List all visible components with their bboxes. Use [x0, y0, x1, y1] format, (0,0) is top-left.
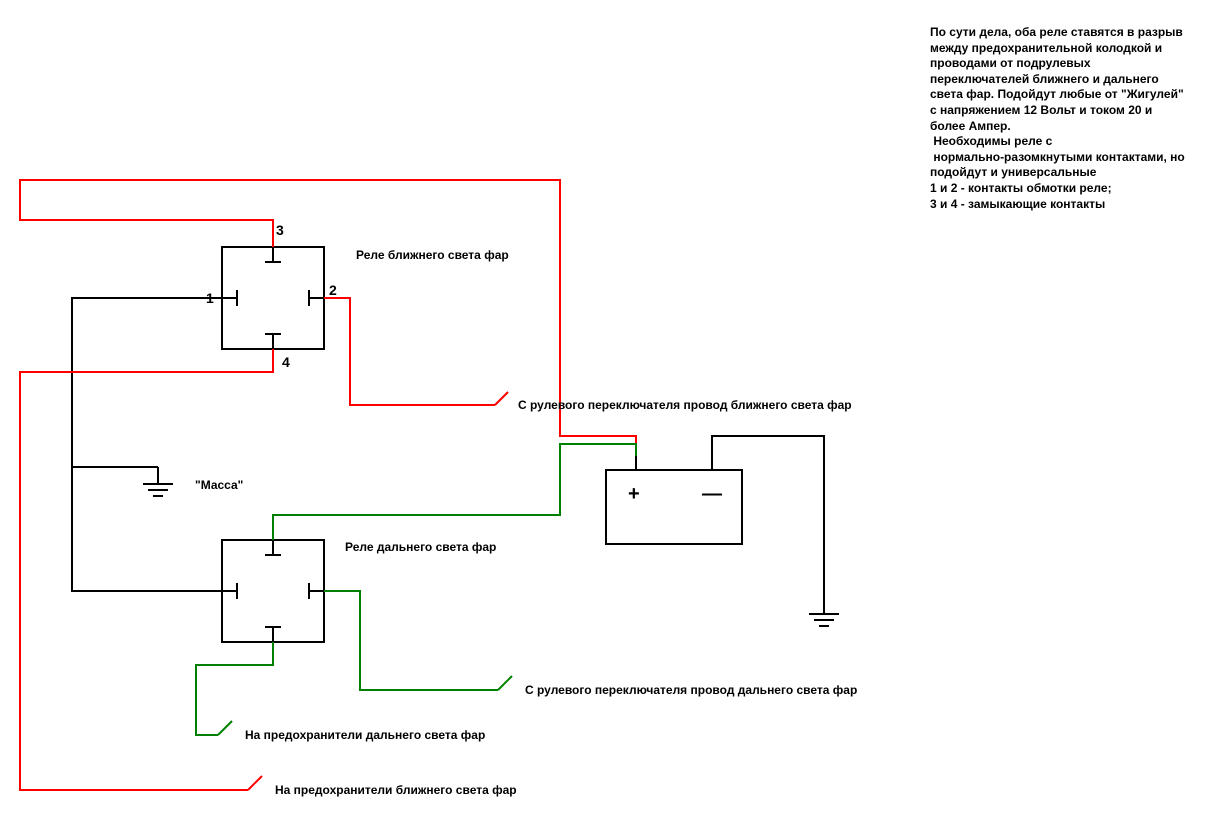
fuse-high-label: На предохранители дальнего света фар [245, 728, 485, 742]
battery-minus: — [702, 483, 722, 506]
battery-plus: + [628, 483, 640, 506]
desc-body: По сути дела, оба реле ставятся в разрыв… [930, 25, 1188, 179]
pin-3-label: 3 [276, 222, 284, 238]
switch-low-label: С рулевого переключателя провод ближнего… [518, 398, 852, 412]
pin-2-label: 2 [329, 282, 337, 298]
relay-low-label: Реле ближнего света фар [356, 248, 509, 262]
battery-box [606, 470, 742, 544]
desc-line2: 3 и 4 - замыкающие контакты [930, 197, 1105, 211]
description-text: По сути дела, оба реле ставятся в разрыв… [930, 25, 1190, 212]
fuse-low-label: На предохранители ближнего света фар [275, 783, 517, 797]
switch-high-label: С рулевого переключателя провод дальнего… [525, 683, 857, 697]
pin-4-label: 4 [282, 354, 290, 370]
desc-line1: 1 и 2 - контакты обмотки реле; [930, 181, 1112, 195]
relay-high-label: Реле дальнего света фар [345, 540, 496, 554]
pin-1-label: 1 [206, 290, 214, 306]
wiring-diagram: По сути дела, оба реле ставятся в разрыв… [0, 0, 1218, 833]
mass-label: "Масса" [195, 478, 243, 492]
